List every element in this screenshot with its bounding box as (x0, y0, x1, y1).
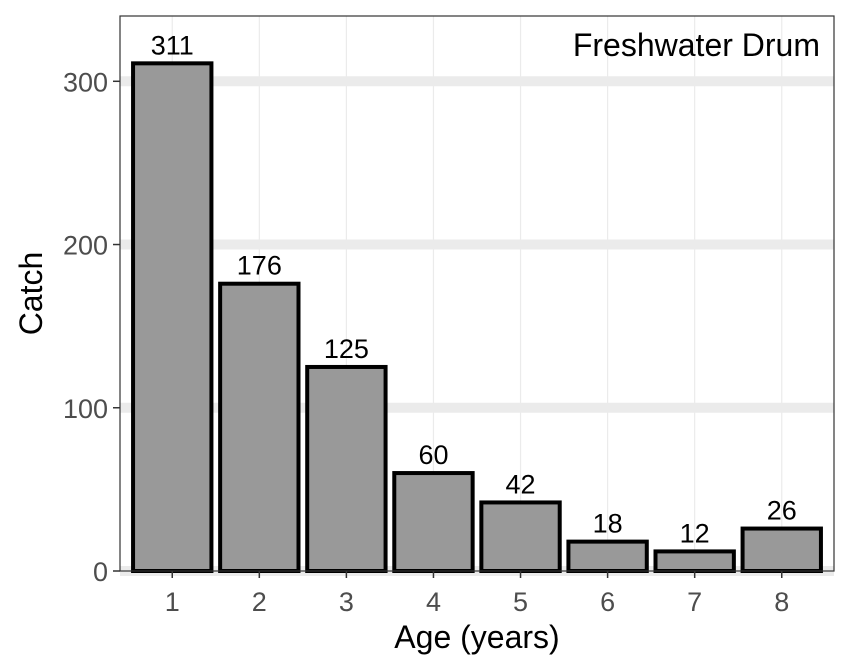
bar-value-label: 311 (151, 30, 194, 60)
bar (479, 500, 562, 573)
x-tick-label: 6 (600, 587, 615, 617)
x-tick-label: 8 (774, 587, 789, 617)
bar-value-label: 12 (680, 518, 710, 548)
x-axis-title: Age (years) (394, 619, 559, 655)
bar-value-label: 18 (593, 509, 623, 539)
x-tick-label: 2 (252, 587, 267, 617)
bar (218, 281, 301, 573)
bars (131, 61, 823, 574)
x-tick-label: 7 (687, 587, 702, 617)
y-tick-label: 100 (63, 394, 108, 424)
bar (653, 549, 736, 573)
bar-value-label: 60 (418, 440, 448, 470)
panel-border (119, 15, 835, 572)
x-tick-label: 4 (426, 587, 441, 617)
y-axis-ticks: 0 100 200 300 (63, 67, 120, 587)
y-tick-label: 200 (63, 231, 108, 261)
bar-value-labels: 311 176 125 60 42 18 12 26 (151, 30, 797, 548)
bar-value-label: 176 (237, 251, 282, 281)
x-tick-label: 1 (165, 587, 180, 617)
bar (740, 526, 823, 574)
bar-value-label: 42 (506, 469, 536, 499)
bar-value-label: 125 (324, 334, 369, 364)
bar (566, 539, 649, 574)
bar-value-label: 26 (767, 496, 797, 526)
bar (131, 61, 214, 574)
x-axis-ticks: 1 2 3 4 5 6 7 8 (165, 571, 789, 617)
x-tick-label: 5 (513, 587, 528, 617)
bar (305, 364, 388, 573)
y-tick-label: 300 (63, 67, 108, 97)
y-axis-title: Catch (13, 252, 49, 336)
y-tick-label: 0 (93, 557, 108, 587)
species-annotation: Freshwater Drum (573, 27, 820, 63)
x-tick-label: 3 (339, 587, 354, 617)
bar (392, 471, 475, 574)
